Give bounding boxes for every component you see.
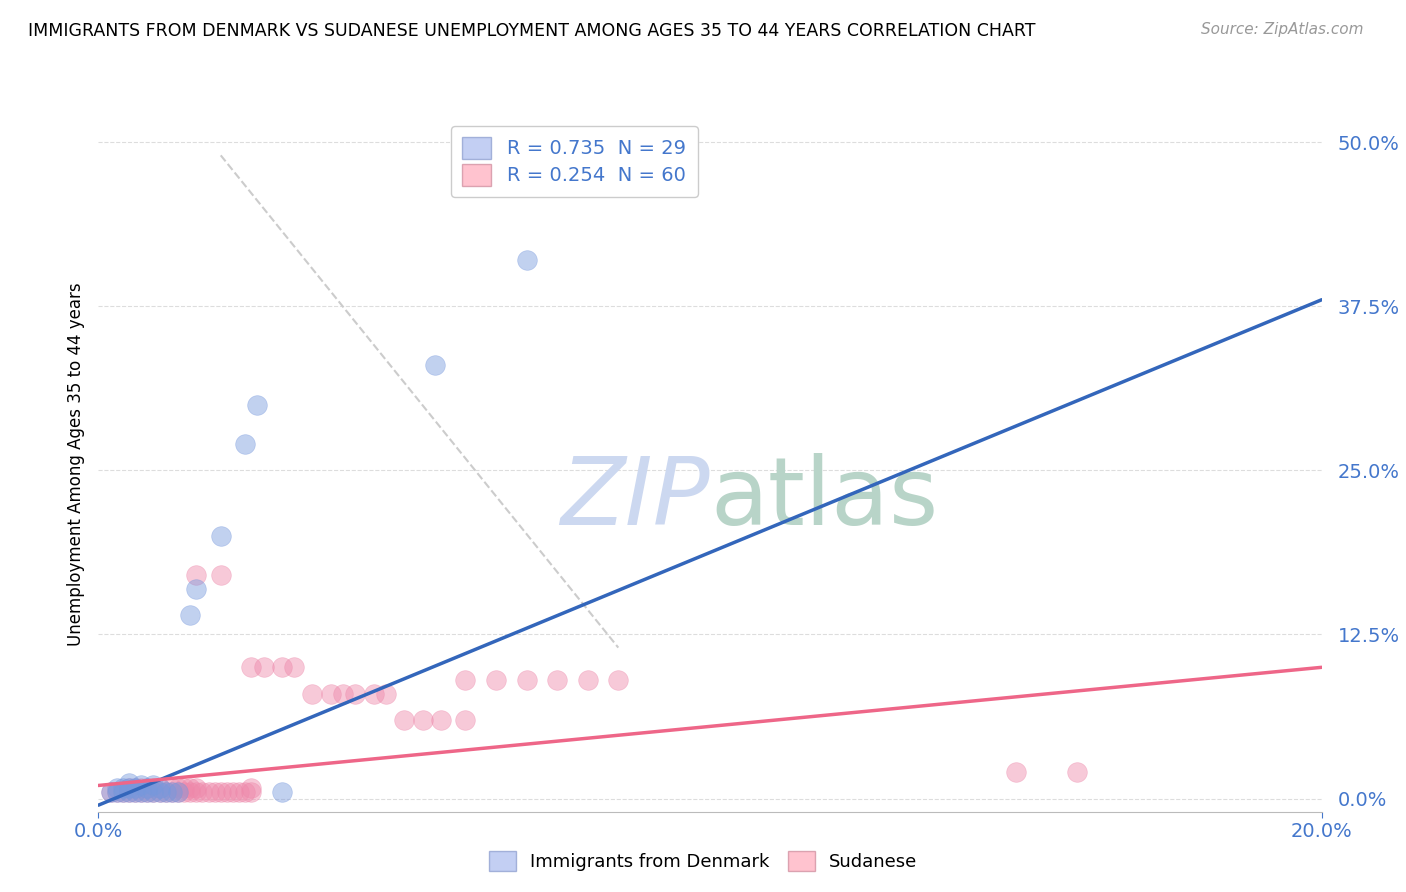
Point <box>136 785 159 799</box>
Point <box>136 781 159 796</box>
Point <box>186 785 208 799</box>
Point <box>283 660 305 674</box>
Point <box>246 398 269 412</box>
Point <box>392 713 416 727</box>
Point <box>118 776 141 790</box>
Point <box>186 781 208 796</box>
Point <box>124 781 146 796</box>
Point <box>124 785 146 799</box>
Text: ZIP: ZIP <box>561 453 710 544</box>
Point <box>173 785 195 799</box>
Point <box>129 785 152 799</box>
Point <box>186 568 208 582</box>
Point <box>100 785 122 799</box>
Point <box>332 687 354 701</box>
Point <box>160 781 183 796</box>
Point <box>228 785 250 799</box>
Point <box>204 785 226 799</box>
Point <box>160 785 183 799</box>
Point <box>270 660 292 674</box>
Point <box>423 359 446 373</box>
Point <box>454 673 477 688</box>
Point <box>155 785 177 799</box>
Point <box>129 779 152 793</box>
Point <box>111 785 134 799</box>
Point <box>124 781 146 796</box>
Point <box>1066 765 1088 780</box>
Point <box>105 781 128 796</box>
Point <box>111 781 134 796</box>
Point <box>118 785 141 799</box>
Point <box>374 687 396 701</box>
Point <box>209 568 232 582</box>
Point <box>129 785 152 799</box>
Text: atlas: atlas <box>710 452 938 545</box>
Point <box>179 785 201 799</box>
Point <box>576 673 599 688</box>
Point <box>209 785 232 799</box>
Point <box>233 785 256 799</box>
Point <box>118 781 141 796</box>
Point <box>209 529 232 543</box>
Point <box>270 785 292 799</box>
Point <box>240 785 263 799</box>
Point <box>105 785 128 799</box>
Legend: R = 0.735  N = 29, R = 0.254  N = 60: R = 0.735 N = 29, R = 0.254 N = 60 <box>451 126 697 197</box>
Point <box>186 582 208 596</box>
Point <box>167 785 190 799</box>
Point <box>485 673 508 688</box>
Point <box>142 779 165 793</box>
Point <box>142 781 165 796</box>
Point <box>546 673 568 688</box>
Point <box>142 785 165 799</box>
Point <box>233 437 256 451</box>
Point <box>167 785 190 799</box>
Point <box>454 713 477 727</box>
Point <box>363 687 385 701</box>
Point <box>607 673 630 688</box>
Point <box>173 781 195 796</box>
Point <box>136 781 159 796</box>
Point <box>118 785 141 799</box>
Point <box>155 785 177 799</box>
Y-axis label: Unemployment Among Ages 35 to 44 years: Unemployment Among Ages 35 to 44 years <box>66 282 84 646</box>
Point <box>412 713 434 727</box>
Point <box>191 785 214 799</box>
Text: Source: ZipAtlas.com: Source: ZipAtlas.com <box>1201 22 1364 37</box>
Text: IMMIGRANTS FROM DENMARK VS SUDANESE UNEMPLOYMENT AMONG AGES 35 TO 44 YEARS CORRE: IMMIGRANTS FROM DENMARK VS SUDANESE UNEM… <box>28 22 1036 40</box>
Point <box>215 785 238 799</box>
Point <box>136 785 159 799</box>
Point <box>516 253 538 268</box>
Point <box>129 781 152 796</box>
Point <box>179 607 201 622</box>
Point <box>240 781 263 796</box>
Point <box>142 785 165 799</box>
Point <box>100 785 122 799</box>
Point <box>160 785 183 799</box>
Point <box>319 687 342 701</box>
Point <box>124 785 146 799</box>
Point <box>516 673 538 688</box>
Point <box>118 781 141 796</box>
Point <box>252 660 274 674</box>
Legend: Immigrants from Denmark, Sudanese: Immigrants from Denmark, Sudanese <box>481 844 925 879</box>
Point <box>1004 765 1026 780</box>
Point <box>149 781 172 796</box>
Point <box>197 785 219 799</box>
Point <box>111 785 134 799</box>
Point <box>167 781 190 796</box>
Point <box>149 781 172 796</box>
Point <box>301 687 323 701</box>
Point <box>344 687 367 701</box>
Point <box>430 713 453 727</box>
Point <box>222 785 245 799</box>
Point <box>149 785 172 799</box>
Point <box>105 785 128 799</box>
Point <box>240 660 263 674</box>
Point <box>179 781 201 796</box>
Point <box>149 785 172 799</box>
